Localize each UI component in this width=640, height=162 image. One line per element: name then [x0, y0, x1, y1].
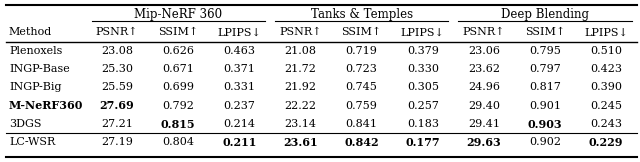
Text: 0.183: 0.183: [407, 119, 439, 129]
Text: 29.40: 29.40: [468, 101, 500, 111]
Text: Deep Blending: Deep Blending: [501, 8, 589, 21]
Text: 0.305: 0.305: [407, 82, 439, 93]
Text: 0.331: 0.331: [223, 82, 255, 93]
Text: 0.671: 0.671: [162, 64, 194, 74]
Text: 23.08: 23.08: [101, 46, 133, 56]
Text: 27.19: 27.19: [101, 138, 133, 147]
Text: 0.842: 0.842: [344, 137, 379, 148]
Text: PSNR↑: PSNR↑: [463, 27, 505, 37]
Text: 0.841: 0.841: [346, 119, 378, 129]
Text: 0.792: 0.792: [162, 101, 194, 111]
Text: 27.21: 27.21: [101, 119, 133, 129]
Text: 0.257: 0.257: [407, 101, 438, 111]
Text: 21.08: 21.08: [284, 46, 316, 56]
Text: 0.177: 0.177: [406, 137, 440, 148]
Text: 0.237: 0.237: [223, 101, 255, 111]
Text: PSNR↑: PSNR↑: [279, 27, 322, 37]
Text: 25.59: 25.59: [101, 82, 133, 93]
Text: 23.62: 23.62: [468, 64, 500, 74]
Text: 27.69: 27.69: [100, 100, 134, 111]
Text: 3DGS: 3DGS: [9, 119, 42, 129]
Text: 0.817: 0.817: [529, 82, 561, 93]
Text: 21.92: 21.92: [284, 82, 316, 93]
Text: 0.795: 0.795: [529, 46, 561, 56]
Text: 0.245: 0.245: [590, 101, 622, 111]
Text: 0.815: 0.815: [161, 119, 195, 130]
Text: 24.96: 24.96: [468, 82, 500, 93]
Text: 0.723: 0.723: [346, 64, 378, 74]
Text: 0.379: 0.379: [407, 46, 438, 56]
Text: 25.30: 25.30: [101, 64, 133, 74]
Text: 0.901: 0.901: [529, 101, 561, 111]
Text: 0.510: 0.510: [590, 46, 622, 56]
Text: 0.797: 0.797: [529, 64, 561, 74]
Text: 0.243: 0.243: [590, 119, 622, 129]
Text: LPIPS↓: LPIPS↓: [401, 27, 445, 37]
Text: LPIPS↓: LPIPS↓: [218, 27, 261, 37]
Text: 0.463: 0.463: [223, 46, 255, 56]
Text: 0.330: 0.330: [407, 64, 439, 74]
Text: 23.61: 23.61: [283, 137, 317, 148]
Text: 29.63: 29.63: [467, 137, 501, 148]
Text: 0.211: 0.211: [222, 137, 257, 148]
Text: 0.759: 0.759: [346, 101, 378, 111]
Text: 23.14: 23.14: [284, 119, 316, 129]
Text: Method: Method: [9, 27, 52, 37]
Text: SSIM↑: SSIM↑: [158, 27, 198, 37]
Text: Mip-NeRF 360: Mip-NeRF 360: [134, 8, 222, 21]
Text: 0.804: 0.804: [162, 138, 194, 147]
Text: 22.22: 22.22: [284, 101, 316, 111]
Text: 23.06: 23.06: [468, 46, 500, 56]
Text: 0.390: 0.390: [590, 82, 622, 93]
Text: LC-WSR: LC-WSR: [9, 138, 55, 147]
Text: PSNR↑: PSNR↑: [96, 27, 138, 37]
Text: SSIM↑: SSIM↑: [525, 27, 565, 37]
Text: INGP-Base: INGP-Base: [9, 64, 70, 74]
Text: LPIPS↓: LPIPS↓: [584, 27, 628, 37]
Text: 0.371: 0.371: [223, 64, 255, 74]
Text: Tanks & Temples: Tanks & Temples: [310, 8, 413, 21]
Text: 0.423: 0.423: [590, 64, 622, 74]
Text: 0.214: 0.214: [223, 119, 255, 129]
Text: 0.903: 0.903: [528, 119, 563, 130]
Text: 0.699: 0.699: [162, 82, 194, 93]
Text: SSIM↑: SSIM↑: [342, 27, 381, 37]
Text: 0.719: 0.719: [346, 46, 378, 56]
Text: Plenoxels: Plenoxels: [9, 46, 62, 56]
Text: 0.229: 0.229: [589, 137, 623, 148]
Text: 29.41: 29.41: [468, 119, 500, 129]
Text: M-NeRF360: M-NeRF360: [9, 100, 83, 111]
Text: 21.72: 21.72: [285, 64, 316, 74]
Text: 0.902: 0.902: [529, 138, 561, 147]
Text: INGP-Big: INGP-Big: [9, 82, 61, 93]
Text: 0.745: 0.745: [346, 82, 378, 93]
Text: 0.626: 0.626: [162, 46, 194, 56]
